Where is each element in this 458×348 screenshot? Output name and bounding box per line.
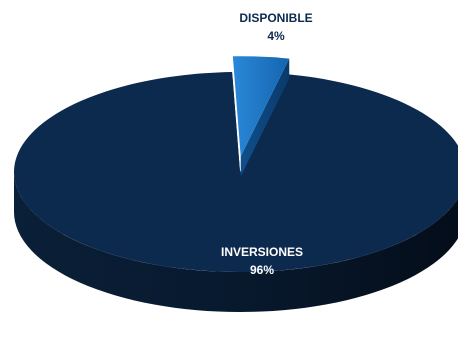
slice-label-name: INVERSIONES	[221, 245, 303, 259]
pie-labels: INVERSIONES 96% DISPONIBLE 4%	[221, 11, 313, 277]
slice-label-value: 96%	[250, 263, 274, 277]
slice-inversiones-side	[14, 172, 458, 312]
slice-label-inversiones: INVERSIONES 96%	[221, 245, 303, 277]
slice-label-name: DISPONIBLE	[239, 11, 312, 25]
slice-inversiones	[14, 72, 458, 272]
slice-label-disponible: DISPONIBLE 4%	[239, 11, 312, 43]
slice-disponible	[232, 56, 290, 157]
slice-label-value: 4%	[267, 29, 285, 43]
pie-slices	[14, 56, 458, 312]
slice-disponible-side	[240, 58, 290, 177]
